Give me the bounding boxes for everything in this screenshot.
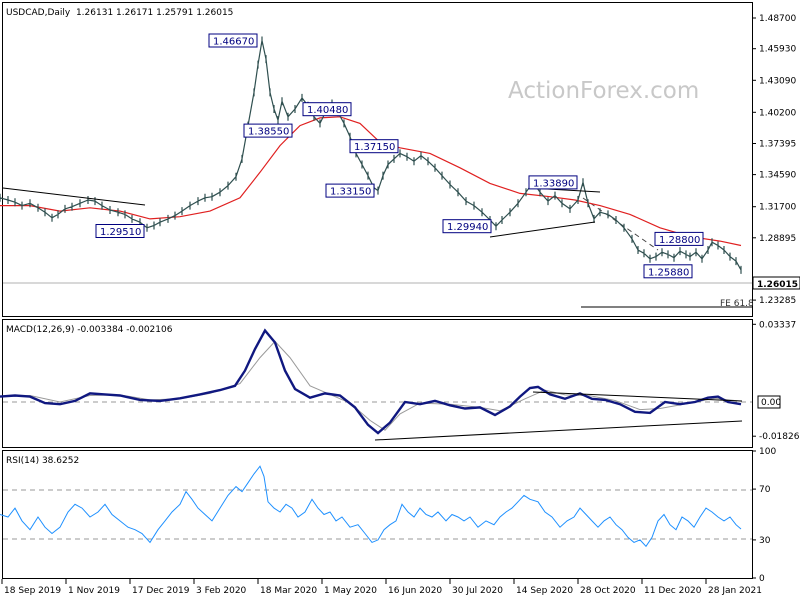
x-tick-label: 18 Sep 2019 [4, 586, 61, 596]
macd-line [0, 328, 742, 435]
trendline-macd-upper [532, 391, 743, 402]
svg-text:1.33150: 1.33150 [330, 187, 371, 198]
y-tick-label: 1.28895 [759, 234, 796, 244]
moving-average-line [0, 116, 742, 247]
macd-y-axis: 0.03337 -0.018262 [752, 320, 800, 442]
panel-frames [2, 2, 753, 579]
trendline-price-left [2, 187, 146, 206]
x-tick-label: 16 Jun 2020 [388, 586, 442, 596]
price-label: 1.38550 [243, 123, 293, 138]
x-tick-label: 18 Mar 2020 [260, 586, 317, 596]
rsi-panel-frame [2, 450, 753, 579]
y-tick-label: 0 [759, 574, 765, 584]
y-tick-label: 1.40200 [759, 108, 796, 118]
y-tick-label: 1.37395 [759, 140, 796, 150]
svg-text:1.29510: 1.29510 [100, 227, 141, 238]
svg-text:1.38550: 1.38550 [248, 127, 289, 138]
last-price-box [752, 276, 800, 290]
dashed-lines [3, 197, 752, 540]
rsi-y-axis: 100 70 30 0 [752, 447, 776, 584]
price-panel-title: USDCAD,Daily 1.26131 1.26171 1.25791 1.2… [6, 8, 233, 18]
trendline-macd-lower [374, 420, 743, 441]
y-tick-label: 1.34590 [759, 171, 796, 181]
svg-text:1.29940: 1.29940 [447, 222, 488, 233]
x-tick-label: 28 Jan 2021 [708, 586, 762, 596]
trendline-price-support [489, 221, 596, 238]
x-tick-label: 3 Feb 2020 [196, 586, 247, 596]
x-tick-label: 30 Jul 2020 [452, 586, 503, 596]
svg-text:1.25880: 1.25880 [648, 267, 689, 278]
rsi-line [0, 465, 742, 548]
price-label: 1.33890 [528, 175, 578, 190]
x-tick-label: 17 Dec 2019 [132, 586, 190, 596]
price-label: 1.40480 [302, 102, 352, 117]
macd-panel-frame [2, 319, 753, 448]
macd-zero-value: 0.00 [761, 398, 781, 408]
y-tick-label: 0.03337 [759, 320, 796, 330]
price-label: 1.33150 [325, 183, 375, 198]
y-tick-label: 1.31700 [759, 203, 796, 213]
y-tick-label: 1.23285 [759, 296, 796, 306]
price-label: 1.28800 [654, 231, 704, 246]
y-tick-label: 30 [759, 536, 771, 546]
x-tick-label: 1 Nov 2019 [68, 586, 120, 596]
macd-zero-box [757, 395, 781, 409]
rsi-panel-title: RSI(14) 38.6252 [6, 456, 79, 466]
price-label: 1.25880 [643, 264, 693, 279]
x-tick-label: 11 Dec 2020 [644, 586, 702, 596]
last-price-value: 1.26015 [757, 280, 798, 290]
x-tick-label: 14 Sep 2020 [516, 586, 573, 596]
y-tick-label: -0.018262 [759, 432, 800, 442]
y-tick-label: 70 [759, 485, 771, 495]
price-labels: 1.46670 1.38550 1.40480 1.37150 1.33150 1.295… [95, 33, 704, 279]
watermark: ActionForex.com [508, 78, 699, 104]
price-y-axis: 1.48700 1.45930 1.43090 1.40200 1.37395 1.345… [752, 14, 796, 306]
y-tick-label: 1.48700 [759, 14, 796, 24]
trendlines [2, 187, 752, 441]
macd-panel-title: MACD(12,26,9) -0.003384 -0.002106 [6, 325, 173, 335]
y-tick-label: 1.43090 [759, 76, 796, 86]
svg-text:1.46670: 1.46670 [213, 37, 254, 48]
price-label: 1.29510 [95, 224, 145, 238]
price-label: 1.29940 [442, 219, 492, 234]
fe-annotation: FE 61.8 [720, 299, 754, 309]
x-tick-label: 1 May 2020 [324, 586, 377, 596]
y-tick-label: 1.45930 [759, 45, 796, 55]
svg-text:1.28800: 1.28800 [659, 235, 700, 246]
y-tick-label: 100 [759, 447, 776, 457]
svg-text:1.33890: 1.33890 [533, 178, 574, 189]
x-axis: 18 Sep 2019 1 Nov 2019 17 Dec 2019 3 Feb 20… [1, 579, 762, 596]
svg-text:1.37150: 1.37150 [354, 142, 395, 153]
svg-text:1.40480: 1.40480 [307, 105, 348, 116]
x-tick-label: 28 Oct 2020 [580, 586, 636, 596]
macd-signal-line [0, 340, 742, 431]
price-bars [0, 36, 742, 274]
price-panel-frame [2, 2, 753, 317]
price-label: 1.37150 [349, 139, 399, 154]
price-label: 1.46670 [208, 33, 258, 48]
